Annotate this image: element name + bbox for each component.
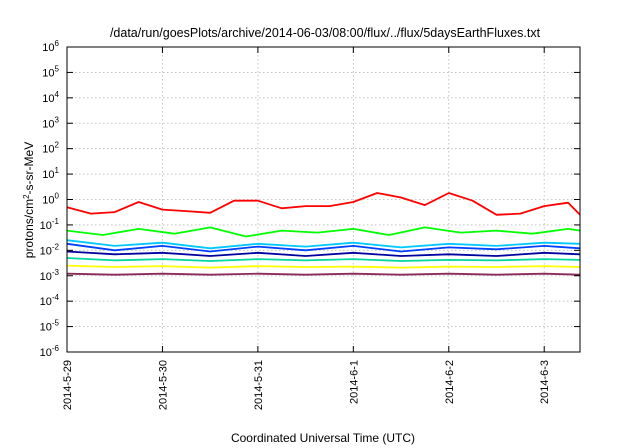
series-lines bbox=[66, 192, 581, 276]
y-tick-label: 106 bbox=[42, 39, 59, 54]
y-tick-label: 104 bbox=[42, 90, 59, 105]
y-tick-base: 10 bbox=[42, 169, 54, 181]
y-tick-exp: -2 bbox=[52, 242, 60, 251]
y-tick-label: 102 bbox=[42, 141, 59, 156]
y-tick-exp: 3 bbox=[55, 115, 60, 124]
y-tick-exp: 4 bbox=[55, 90, 60, 99]
y-tick-base: 10 bbox=[42, 118, 54, 130]
x-axis-label: Coordinated Universal Time (UTC) bbox=[231, 431, 415, 445]
y-tick-base: 10 bbox=[40, 220, 52, 232]
x-tick-label: 2014-6-3 bbox=[539, 360, 551, 404]
y-tick-exp: 0 bbox=[55, 192, 60, 201]
y-tick-label: 10-4 bbox=[40, 293, 60, 308]
y-tick-label: 101 bbox=[42, 166, 59, 181]
y-tick-exp: -5 bbox=[52, 319, 60, 328]
y-tick-label: 103 bbox=[42, 115, 59, 130]
y-tick-label: 100 bbox=[42, 192, 59, 207]
y-tick-exp: 1 bbox=[55, 166, 60, 175]
y-tick-exp: 2 bbox=[55, 141, 60, 150]
y-tick-base: 10 bbox=[40, 245, 52, 257]
y-axis: 10-610-510-410-310-210-11001011021031041… bbox=[40, 39, 580, 359]
y-tick-base: 10 bbox=[40, 322, 52, 334]
series-line bbox=[66, 226, 581, 238]
series-line bbox=[66, 272, 581, 276]
y-tick-base: 10 bbox=[42, 195, 54, 207]
y-tick-label: 10-5 bbox=[40, 319, 60, 334]
y-tick-label: 10-1 bbox=[40, 217, 60, 232]
y-tick-exp: 6 bbox=[55, 39, 60, 48]
y-tick-exp: -3 bbox=[52, 268, 60, 277]
series-line bbox=[66, 250, 581, 257]
y-axis-label-base: protons/cm bbox=[22, 199, 36, 258]
x-tick-label: 2014-5-30 bbox=[157, 360, 169, 410]
y-tick-base: 10 bbox=[42, 93, 54, 105]
series-line bbox=[66, 239, 581, 250]
y-tick-exp: -4 bbox=[52, 293, 60, 302]
y-tick-label: 105 bbox=[42, 64, 59, 79]
y-tick-base: 10 bbox=[42, 42, 54, 54]
y-tick-base: 10 bbox=[40, 271, 52, 283]
y-tick-label: 10-3 bbox=[40, 268, 60, 283]
y-tick-base: 10 bbox=[40, 296, 52, 308]
y-tick-exp: -1 bbox=[52, 217, 60, 226]
x-axis: 2014-5-29 2014-5-30 2014-5-31 2014-6-1 2014-… bbox=[62, 47, 551, 410]
y-tick-base: 10 bbox=[42, 67, 54, 79]
y-axis-label-sup: 2 bbox=[22, 194, 31, 199]
x-tick-label: 2014-5-29 bbox=[62, 360, 74, 410]
y-axis-label: protons/cm2-s-sr-MeV bbox=[22, 142, 37, 258]
y-tick-exp: 5 bbox=[55, 64, 60, 73]
y-axis-label-rest: -s-sr-MeV bbox=[22, 142, 36, 195]
grid-lines bbox=[66, 47, 580, 352]
x-tick-label: 2014-6-1 bbox=[348, 360, 360, 404]
series-line bbox=[66, 192, 581, 216]
series-line bbox=[66, 242, 581, 253]
x-tick-label: 2014-5-31 bbox=[253, 360, 265, 410]
y-tick-base: 10 bbox=[42, 144, 54, 156]
chart-title: /data/run/goesPlots/archive/2014-06-03/0… bbox=[110, 26, 541, 40]
series-line bbox=[66, 264, 581, 269]
y-tick-label: 10-6 bbox=[40, 344, 60, 359]
y-tick-base: 10 bbox=[40, 347, 52, 359]
x-tick-label: 2014-6-2 bbox=[444, 360, 456, 404]
series-line bbox=[66, 257, 581, 262]
y-tick-label: 10-2 bbox=[40, 242, 60, 257]
y-tick-exp: -6 bbox=[52, 344, 60, 353]
